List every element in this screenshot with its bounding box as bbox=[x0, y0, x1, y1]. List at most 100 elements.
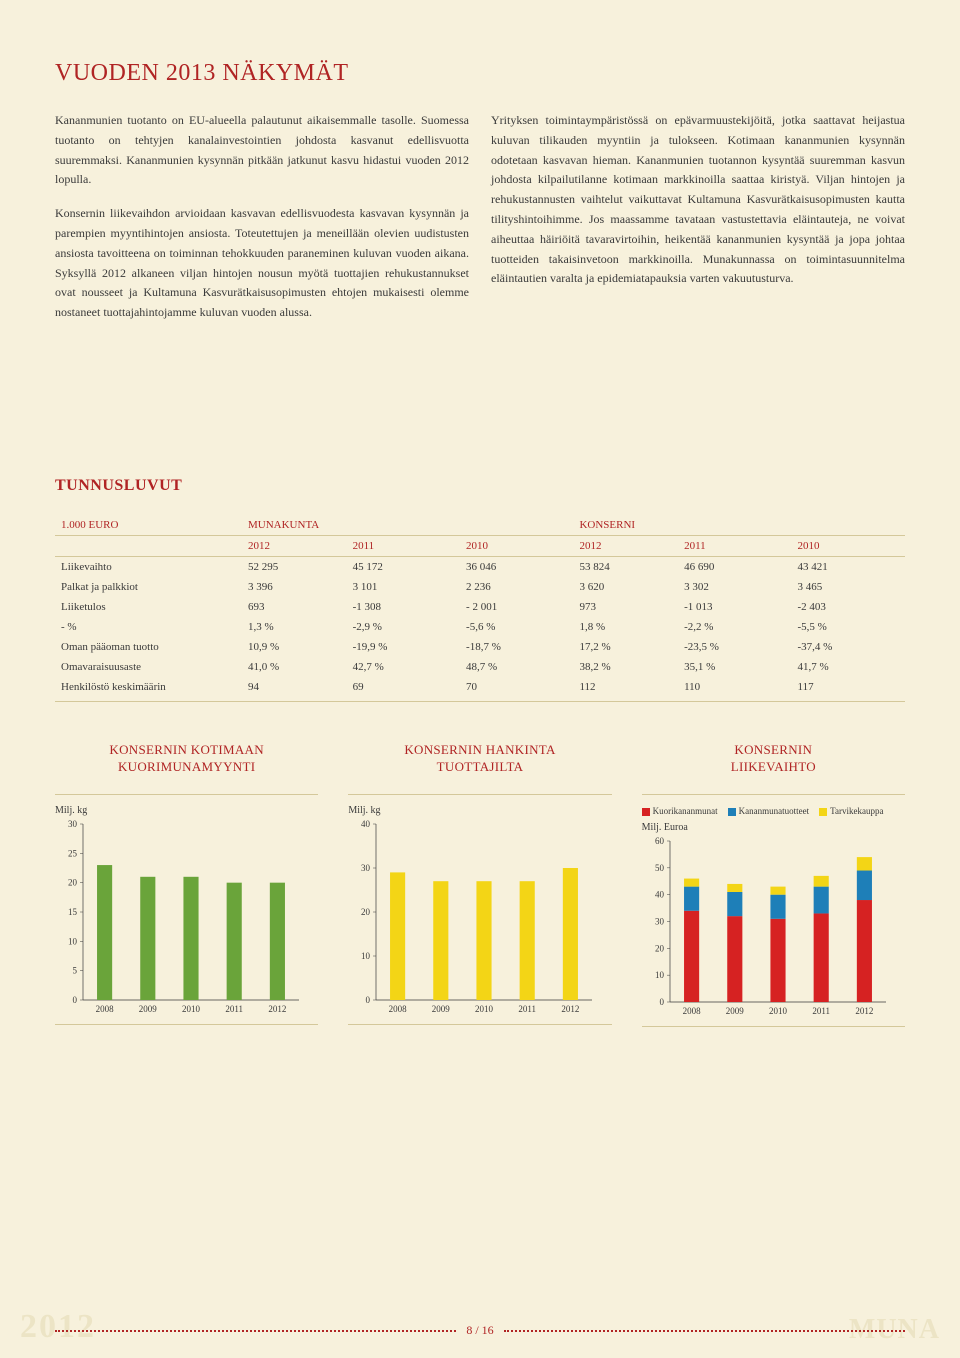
chart-legend: KuorikananmunatKananmunatuotteetTarvikek… bbox=[642, 805, 905, 819]
legend-item: Kananmunatuotteet bbox=[728, 806, 809, 816]
table-cell: 17,2 % bbox=[573, 637, 678, 657]
table-cell: 42,7 % bbox=[347, 657, 460, 677]
table-cell: 3 101 bbox=[347, 577, 460, 597]
svg-text:30: 30 bbox=[655, 917, 665, 927]
svg-text:2012: 2012 bbox=[855, 1006, 873, 1016]
page-footer: 8 / 16 bbox=[0, 1323, 960, 1338]
svg-text:5: 5 bbox=[73, 966, 78, 976]
svg-text:10: 10 bbox=[361, 951, 371, 961]
table-cell: 69 bbox=[347, 677, 460, 702]
table-cell: 41,0 % bbox=[242, 657, 347, 677]
table-cell: -2,2 % bbox=[678, 617, 791, 637]
svg-text:60: 60 bbox=[655, 836, 665, 846]
table-cell: -2 403 bbox=[792, 597, 906, 617]
chart-hankinta: KONSERNIN HANKINTA TUOTTAJILTA Milj. kg … bbox=[348, 742, 611, 1028]
svg-text:20: 20 bbox=[68, 878, 78, 888]
table-cell: 38,2 % bbox=[573, 657, 678, 677]
svg-text:10: 10 bbox=[68, 936, 78, 946]
table-cell: -1 013 bbox=[678, 597, 791, 617]
chart-liikevaihto: KONSERNIN LIIKEVAIHTO KuorikananmunatKan… bbox=[642, 742, 905, 1028]
table-cell: -2,9 % bbox=[347, 617, 460, 637]
table-cell: 973 bbox=[573, 597, 678, 617]
chart-title: KONSERNIN LIIKEVAIHTO bbox=[642, 742, 905, 782]
svg-text:50: 50 bbox=[655, 863, 665, 873]
svg-text:40: 40 bbox=[361, 819, 371, 829]
footer-dots-left bbox=[55, 1330, 456, 1332]
table-cell: 110 bbox=[678, 677, 791, 702]
year-header: 2012 bbox=[573, 535, 678, 556]
table-row: Oman pääoman tuotto10,9 %-19,9 %-18,7 %1… bbox=[55, 637, 905, 657]
table-cell: 43 421 bbox=[792, 556, 906, 577]
row-label: Liikevaihto bbox=[55, 556, 242, 577]
y-axis-label: Milj. kg bbox=[55, 805, 318, 816]
table-cell: 117 bbox=[792, 677, 906, 702]
table-cell: 45 172 bbox=[347, 556, 460, 577]
svg-text:2011: 2011 bbox=[225, 1004, 243, 1014]
table-row: Henkilöstö keskimäärin946970112110117 bbox=[55, 677, 905, 702]
table-row: Liiketulos693-1 308- 2 001973-1 013-2 40… bbox=[55, 597, 905, 617]
footer-dots-right bbox=[504, 1330, 905, 1332]
table-cell: 94 bbox=[242, 677, 347, 702]
table-row: Omavaraisuusaste41,0 %42,7 %48,7 %38,2 %… bbox=[55, 657, 905, 677]
svg-text:2010: 2010 bbox=[769, 1006, 788, 1016]
table-row: Palkat ja palkkiot3 3963 1012 2363 620 3 … bbox=[55, 577, 905, 597]
row-label: Henkilöstö keskimäärin bbox=[55, 677, 242, 702]
table-cell: - 2 001 bbox=[460, 597, 573, 617]
charts-row: KONSERNIN KOTIMAAN KUORIMUNAMYYNTI Milj.… bbox=[55, 742, 905, 1028]
svg-text:15: 15 bbox=[68, 907, 78, 917]
table-cell: 48,7 % bbox=[460, 657, 573, 677]
right-column: Yrityksen toimintaympäristössä on epävar… bbox=[491, 111, 905, 337]
svg-text:30: 30 bbox=[361, 863, 371, 873]
row-label: Liiketulos bbox=[55, 597, 242, 617]
svg-text:20: 20 bbox=[655, 944, 665, 954]
svg-text:0: 0 bbox=[73, 995, 78, 1005]
svg-text:2010: 2010 bbox=[182, 1004, 201, 1014]
table-cell: -18,7 % bbox=[460, 637, 573, 657]
svg-text:25: 25 bbox=[68, 848, 78, 858]
legend-item: Tarvikekauppa bbox=[819, 806, 883, 816]
table-cell: 3 396 bbox=[242, 577, 347, 597]
paragraph: Konsernin liikevaihdon arvioidaan kasvav… bbox=[55, 204, 469, 323]
svg-text:2009: 2009 bbox=[432, 1004, 451, 1014]
table-cell: 41,7 % bbox=[792, 657, 906, 677]
table-cell: 3 465 bbox=[792, 577, 906, 597]
group-header-konserni: KONSERNI bbox=[573, 515, 905, 536]
table-cell: 70 bbox=[460, 677, 573, 702]
table-cell: -23,5 % bbox=[678, 637, 791, 657]
year-header: 2011 bbox=[678, 535, 791, 556]
svg-text:2012: 2012 bbox=[268, 1004, 286, 1014]
table-cell: 35,1 % bbox=[678, 657, 791, 677]
svg-text:0: 0 bbox=[659, 997, 664, 1007]
table-cell: 693 bbox=[242, 597, 347, 617]
page-number: 8 / 16 bbox=[456, 1323, 503, 1338]
group-header-munakunta: MUNAKUNTA bbox=[242, 515, 573, 536]
table-row: - %1,3 %-2,9 %-5,6 %1,8 %-2,2 %-5,5 % bbox=[55, 617, 905, 637]
row-label: Oman pääoman tuotto bbox=[55, 637, 242, 657]
table-cell: -19,9 % bbox=[347, 637, 460, 657]
table-cell: 1,8 % bbox=[573, 617, 678, 637]
svg-text:2010: 2010 bbox=[475, 1004, 494, 1014]
paragraph: Yrityksen toimintaympäristössä on epävar… bbox=[491, 111, 905, 289]
table-cell: 112 bbox=[573, 677, 678, 702]
table-cell: -1 308 bbox=[347, 597, 460, 617]
row-label: Omavaraisuusaste bbox=[55, 657, 242, 677]
table-cell: 2 236 bbox=[460, 577, 573, 597]
tunnusluvut-table: 1.000 EURO MUNAKUNTA KONSERNI 20122011 20… bbox=[55, 515, 905, 702]
svg-text:40: 40 bbox=[655, 890, 665, 900]
svg-text:20: 20 bbox=[361, 907, 371, 917]
svg-text:2008: 2008 bbox=[389, 1004, 408, 1014]
svg-text:30: 30 bbox=[68, 819, 78, 829]
table-cell: -5,5 % bbox=[792, 617, 906, 637]
table-cell: 53 824 bbox=[573, 556, 678, 577]
unit-label: 1.000 EURO bbox=[55, 515, 242, 536]
svg-text:2012: 2012 bbox=[562, 1004, 580, 1014]
table-cell: 10,9 % bbox=[242, 637, 347, 657]
bar-chart-svg: 05101520253020082009201020112012 bbox=[55, 818, 305, 1018]
y-axis-label: Milj. kg bbox=[348, 805, 611, 816]
svg-text:2009: 2009 bbox=[139, 1004, 158, 1014]
table-cell: 3 620 bbox=[573, 577, 678, 597]
chart-kuorimunamyynti: KONSERNIN KOTIMAAN KUORIMUNAMYYNTI Milj.… bbox=[55, 742, 318, 1028]
row-label: Palkat ja palkkiot bbox=[55, 577, 242, 597]
year-header: 2010 bbox=[460, 535, 573, 556]
table-cell: 52 295 bbox=[242, 556, 347, 577]
